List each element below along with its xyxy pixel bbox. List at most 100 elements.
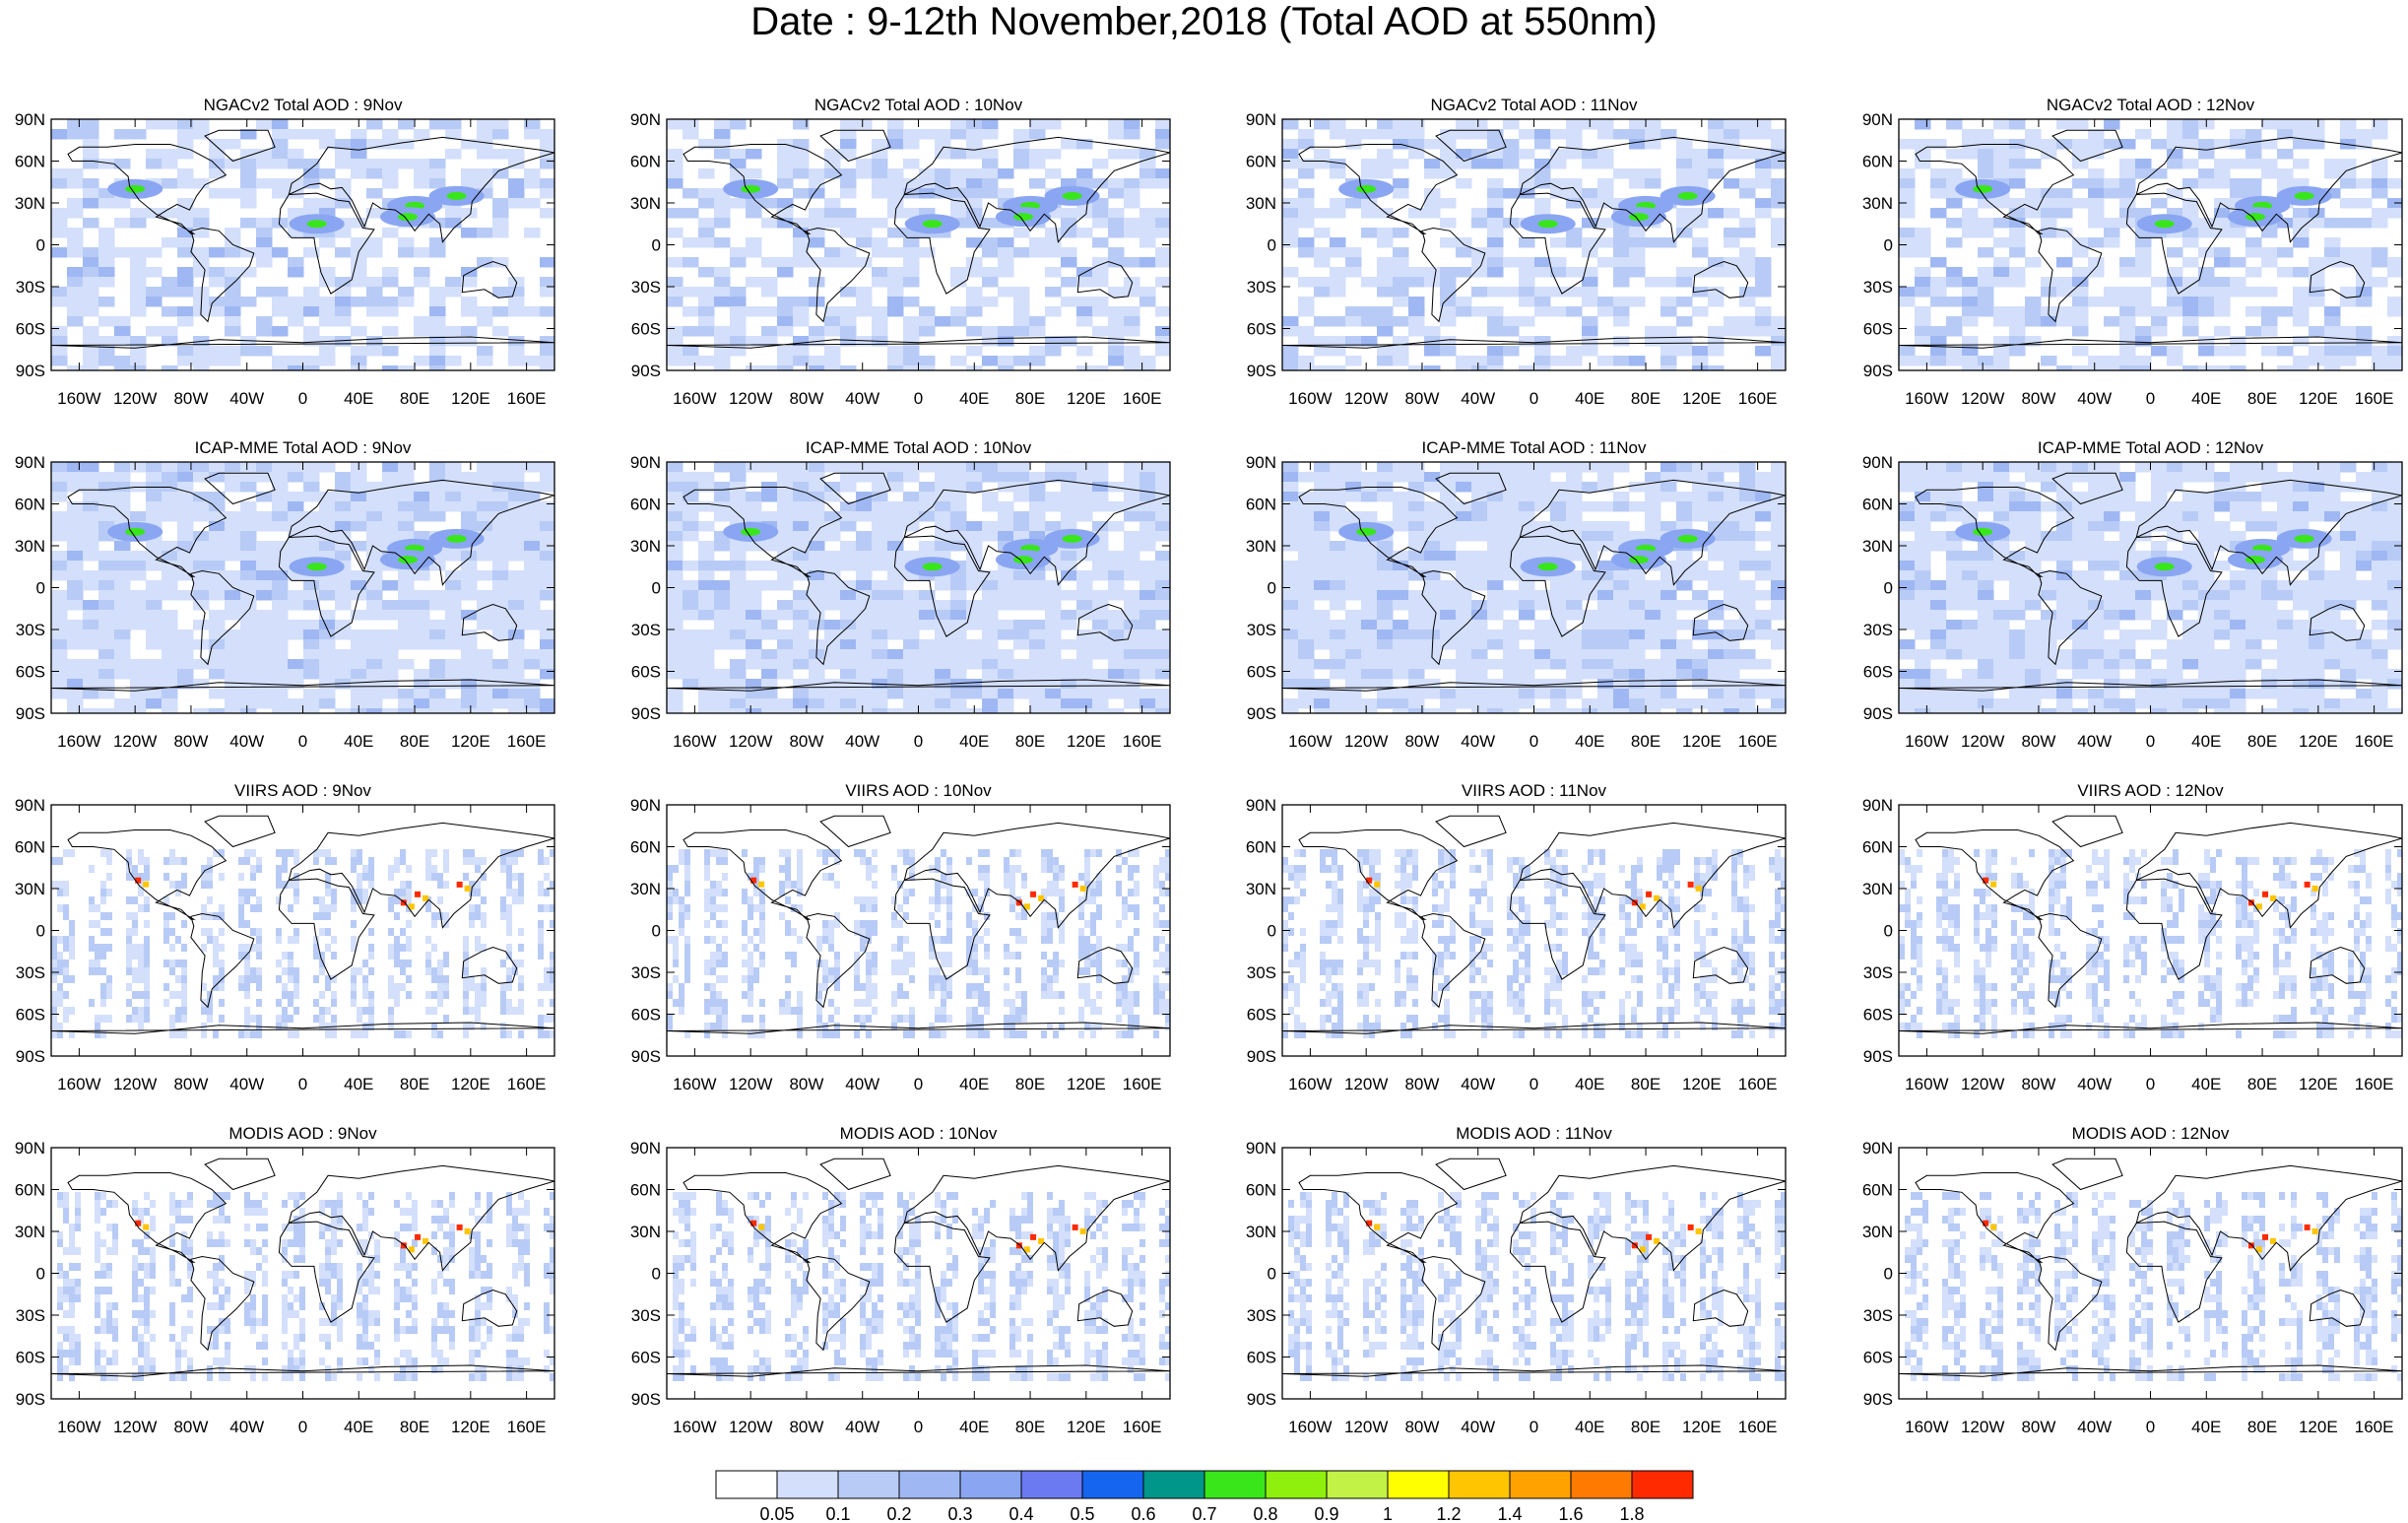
x-tick-label: 160W (1905, 732, 1948, 751)
y-tick-label: 60N (1246, 153, 1276, 171)
coastline (667, 1022, 1170, 1034)
x-tick-label: 40E (2191, 389, 2221, 408)
coastline (683, 144, 843, 234)
map-panel: MODIS AOD : 10Nov 160W 120W 80W 40W 0 40E 80E 12… (630, 1124, 1171, 1436)
y-tick-label: 30N (1862, 880, 1893, 898)
x-tick-label: 80E (1015, 1075, 1045, 1093)
x-tick-label: 80E (2247, 1075, 2277, 1093)
x-tick-label: 40W (845, 389, 879, 408)
coastline (819, 815, 891, 848)
colorbar-swatch (1448, 1470, 1511, 1499)
coastline (278, 192, 375, 295)
x-tick-label: 40W (845, 732, 879, 751)
y-tick-label: 60N (1862, 153, 1893, 171)
coastline (2135, 822, 2402, 929)
coastline (51, 679, 554, 692)
y-tick-label: 90S (1247, 704, 1276, 723)
coastline (903, 822, 1170, 929)
x-tick-label: 80W (2021, 732, 2055, 751)
aod-field (667, 815, 1170, 1038)
x-tick-label: 0 (2146, 389, 2155, 408)
x-tick-label: 80W (173, 389, 208, 408)
panel-title: VIIRS AOD : 9Nov (234, 781, 371, 800)
y-tick-label: 90N (1246, 1139, 1276, 1158)
x-tick-label: 40W (1461, 1075, 1495, 1093)
y-tick-label: 90S (1863, 1047, 1893, 1066)
colorbar-swatch (1570, 1470, 1633, 1499)
coastline (2038, 912, 2103, 1009)
x-tick-label: 80E (2247, 732, 2277, 751)
x-tick-label: 0 (914, 389, 923, 408)
y-tick-label: 60N (1246, 1181, 1276, 1200)
x-tick-label: 120E (451, 1075, 490, 1093)
x-tick-label: 80E (1631, 1075, 1660, 1093)
coastline (461, 603, 518, 641)
y-tick-label: 0 (652, 236, 661, 255)
coastline (2051, 815, 2123, 848)
x-tick-label: 120E (2299, 1075, 2338, 1093)
y-tick-label: 30S (1247, 621, 1276, 639)
x-tick-label: 40W (2077, 732, 2112, 751)
x-tick-label: 120E (1067, 1075, 1106, 1093)
y-tick-label: 90S (16, 1390, 45, 1409)
x-tick-label: 160W (673, 1418, 716, 1436)
x-tick-label: 80W (2021, 389, 2055, 408)
panel-title: NGACv2 Total AOD : 10Nov (814, 96, 1023, 114)
coastline (288, 136, 554, 243)
x-tick-label: 80W (2021, 1418, 2055, 1436)
panel-title: ICAP-MME Total AOD : 9Nov (195, 438, 412, 457)
coastline (1298, 144, 1459, 234)
x-tick-label: 120W (1961, 389, 2004, 408)
y-tick-label: 0 (1884, 922, 1893, 941)
x-tick-label: 160W (57, 732, 100, 751)
coastline (67, 1172, 228, 1263)
y-tick-label: 30S (16, 278, 45, 297)
x-tick-label: 40W (229, 732, 264, 751)
coastline (1435, 472, 1507, 505)
y-tick-label: 30S (631, 963, 661, 982)
y-tick-label: 90S (1247, 1390, 1276, 1409)
y-tick-label: 90N (1246, 796, 1276, 815)
x-tick-label: 80W (173, 732, 208, 751)
x-tick-label: 80E (1015, 389, 1045, 408)
y-tick-label: 60S (16, 320, 45, 339)
coastline (461, 1289, 518, 1327)
coastline (1282, 1022, 1786, 1034)
y-tick-label: 60N (1246, 496, 1276, 514)
y-tick-label: 90N (1246, 453, 1276, 472)
map-panel: VIIRS AOD : 9Nov 160W 120W 80W 40W 0 40E 80E 120… (15, 781, 555, 1093)
colorbar-label: 1.2 (1436, 1504, 1461, 1523)
coastline (278, 535, 375, 637)
colorbar-swatch (1204, 1470, 1267, 1499)
panel-title: NGACv2 Total AOD : 12Nov (2047, 96, 2255, 114)
colorbar-swatch (1387, 1470, 1450, 1499)
aod-field (667, 119, 1170, 370)
y-tick-label: 30N (15, 194, 45, 213)
y-tick-label: 60N (1862, 838, 1893, 857)
colorbar-label: 0.9 (1314, 1504, 1338, 1523)
coastline (667, 1364, 1170, 1377)
y-tick-label: 0 (1884, 579, 1893, 598)
coastline (819, 1158, 891, 1191)
colorbar: 0.05 0.1 0.2 0.3 0.4 0.5 0.6 0.7 0.8 0.9 1 1.2 1.4 1.… (715, 1470, 1694, 1523)
y-tick-label: 60N (630, 153, 661, 171)
x-tick-label: 80E (400, 1075, 429, 1093)
coastline (461, 260, 518, 298)
coastline (667, 679, 1170, 692)
x-tick-label: 40W (1461, 732, 1495, 751)
x-tick-label: 160E (1738, 1418, 1778, 1436)
y-tick-label: 60N (1246, 838, 1276, 857)
coastline (1915, 1172, 2075, 1263)
y-tick-label: 90N (630, 110, 661, 129)
y-tick-label: 0 (652, 579, 661, 598)
x-tick-label: 120E (1067, 732, 1106, 751)
y-tick-label: 30S (1247, 1306, 1276, 1325)
x-tick-label: 160E (2355, 1075, 2394, 1093)
y-tick-label: 60N (15, 838, 45, 857)
x-tick-label: 160E (507, 732, 547, 751)
coastline (2125, 878, 2223, 980)
coastline (1509, 1221, 1606, 1323)
aod-field (1282, 1158, 1786, 1381)
x-tick-label: 0 (2146, 732, 2155, 751)
colorbar-label: 0.7 (1192, 1504, 1216, 1523)
